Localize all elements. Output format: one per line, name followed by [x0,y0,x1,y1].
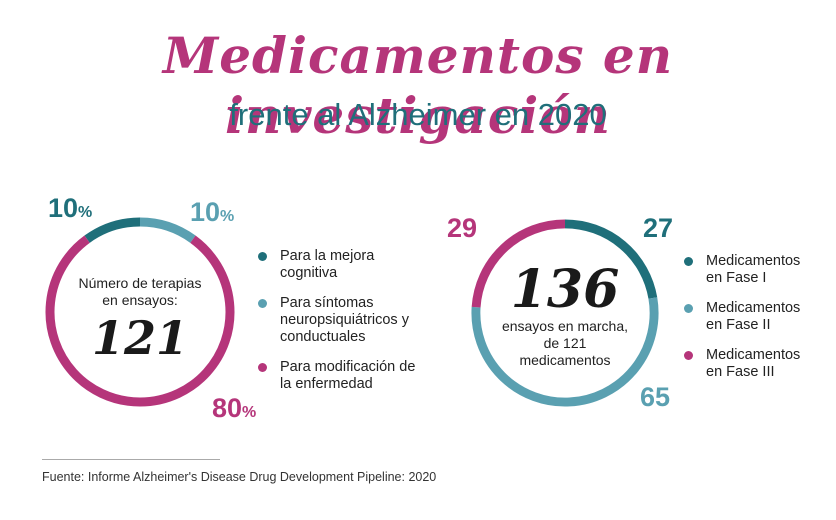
legend-dot [258,363,267,372]
pct-unit: % [242,404,257,421]
pct-value-neuro: 10 [190,197,221,227]
legend-label: Medicamentos en Fase III [706,347,801,380]
slice-cognitive [84,217,141,243]
pct-label-modification: 80% [212,393,256,428]
legend-trials: Medicamentos en Fase I Medicamentos en F… [684,253,814,394]
legend-label: Medicamentos en Fase I [706,253,801,286]
pct-value-cognitive: 10 [48,193,79,223]
page-subtitle: frente al Alzheimer en 2020 [229,97,607,132]
donut1-center-value: 121 [91,311,189,365]
legend-label: Medicamentos en Fase II [706,300,801,333]
donut-chart-therapies [45,217,235,407]
legend-item: Medicamentos en Fase I [684,253,814,287]
legend-item: Medicamentos en Fase III [684,347,814,381]
pct-unit: % [78,204,93,221]
page-title: Medicamentos en investigación [162,26,674,145]
pct-label-cognitive: 10% [48,193,92,228]
slice-phase-1 [564,219,658,299]
count-value-phase1: 27 [643,213,674,243]
legend-dot [684,304,693,313]
slice-disease-modification [45,235,235,407]
source-divider [42,459,220,460]
slice-neuropsychiatric [139,217,196,243]
count-value-phase3: 29 [447,213,478,243]
legend-item: Para síntomas neuropsiquiátricos y condu… [258,295,428,346]
donut2-center-label: ensayos en marcha, de 121 medicamentos [501,318,629,368]
legend-item: Para modificación de la enfermedad [258,359,428,393]
donut1-center-label: Número de terapias en ensayos: [78,275,202,308]
donut2-center-value: 136 [510,259,620,320]
legend-dot [684,257,693,266]
legend-label: Para modificación de la enfermedad [280,359,416,392]
slice-phase-2 [471,297,659,407]
count-label-phase2: 65 [640,382,670,412]
count-label-phase3: 29 [447,213,477,243]
source-note: Fuente: Informe Alzheimer's Disease Drug… [42,470,437,484]
slice-phase-3 [471,219,566,308]
legend-dot [684,351,693,360]
count-value-phase2: 65 [640,382,671,412]
legend-item: Para la mejora cognitiva [258,248,428,282]
legend-therapies: Para la mejora cognitiva Para síntomas n… [258,248,428,406]
pct-value-modification: 80 [212,393,243,423]
pct-unit: % [220,208,235,225]
legend-label: Para síntomas neuropsiquiátricos y condu… [280,295,409,345]
legend-dot [258,299,267,308]
legend-label: Para la mejora cognitiva [280,248,375,281]
donut-chart-trials [471,219,659,407]
pct-label-neuro: 10% [190,197,234,232]
legend-item: Medicamentos en Fase II [684,300,814,334]
legend-dot [258,252,267,261]
count-label-phase1: 27 [643,213,673,243]
